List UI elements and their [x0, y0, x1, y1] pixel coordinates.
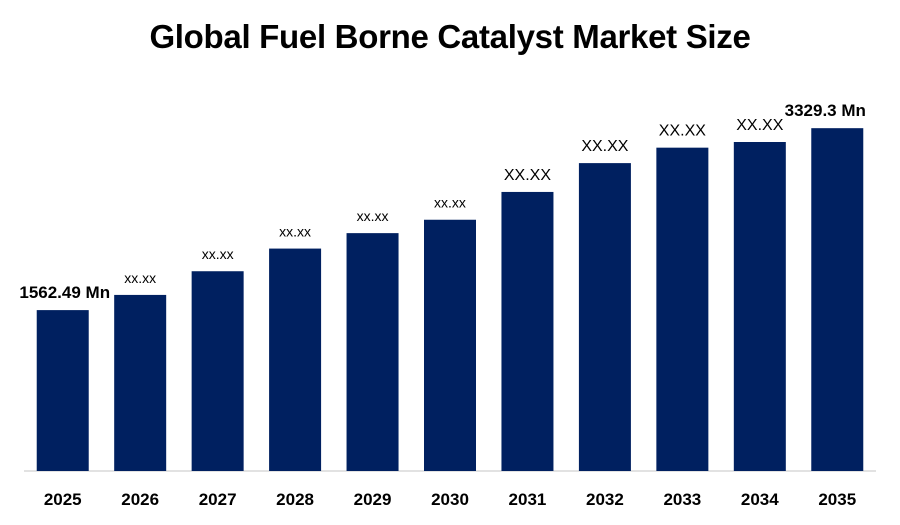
bar-2028 — [269, 248, 322, 471]
bar-2031 — [501, 191, 554, 471]
x-tick-2033: 2033 — [663, 490, 701, 509]
x-tick-2031: 2031 — [509, 490, 547, 509]
x-tick-2030: 2030 — [431, 490, 469, 509]
x-tick-2034: 2034 — [741, 490, 779, 509]
value-label-2030: xx.xx — [434, 195, 466, 211]
x-tick-2028: 2028 — [276, 490, 314, 509]
value-label-2034: XX.XX — [736, 117, 783, 134]
value-label-2035: 3329.3 Mn — [785, 101, 866, 120]
value-label-2033: XX.XX — [659, 123, 706, 140]
value-label-2025: 1562.49 Mn — [19, 283, 110, 302]
bar-2030 — [424, 219, 476, 471]
x-tick-2025: 2025 — [44, 490, 82, 509]
x-tick-2026: 2026 — [121, 490, 159, 509]
bar-2033 — [656, 147, 709, 472]
bar-2026 — [114, 294, 167, 471]
x-tick-2029: 2029 — [354, 490, 392, 509]
bar-2025 — [36, 310, 89, 471]
value-label-2029: xx.xx — [357, 208, 389, 224]
x-tick-2035: 2035 — [818, 490, 856, 509]
chart-title: Global Fuel Borne Catalyst Market Size — [149, 18, 751, 55]
value-label-2027: xx.xx — [202, 246, 234, 262]
value-label-2026: xx.xx — [124, 270, 156, 286]
value-label-2032: XX.XX — [581, 138, 628, 155]
x-tick-2032: 2032 — [586, 490, 624, 509]
x-tick-2027: 2027 — [199, 490, 237, 509]
bar-2027 — [191, 271, 244, 471]
bar-2034 — [733, 142, 786, 472]
bar-2032 — [578, 163, 631, 471]
value-label-2028: xx.xx — [279, 224, 311, 240]
bar-2035 — [811, 128, 864, 471]
value-label-2031: XX.XX — [504, 167, 551, 184]
bar-2029 — [346, 233, 399, 471]
